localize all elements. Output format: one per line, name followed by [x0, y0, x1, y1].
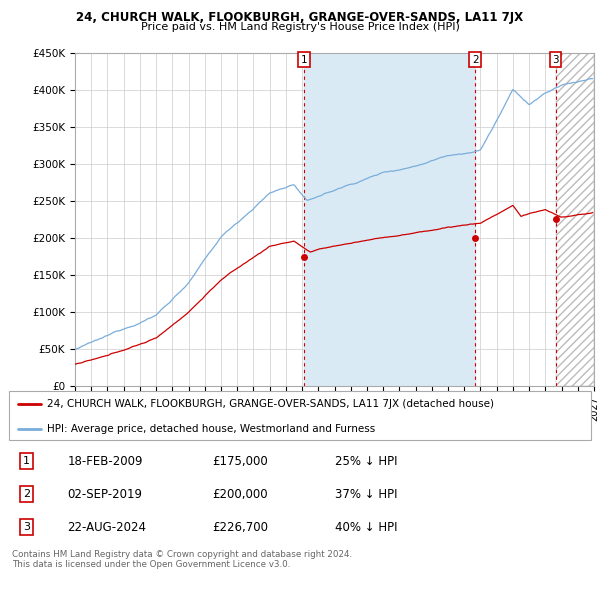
Text: £175,000: £175,000 — [212, 454, 268, 468]
Text: 40% ↓ HPI: 40% ↓ HPI — [335, 520, 397, 534]
Text: 1: 1 — [23, 456, 30, 466]
Text: 3: 3 — [552, 55, 559, 64]
Text: 25% ↓ HPI: 25% ↓ HPI — [335, 454, 397, 468]
Text: Contains HM Land Registry data © Crown copyright and database right 2024.
This d: Contains HM Land Registry data © Crown c… — [12, 550, 352, 569]
Text: 2: 2 — [472, 55, 478, 64]
Text: 3: 3 — [23, 522, 30, 532]
Text: 2: 2 — [23, 489, 30, 499]
Text: Price paid vs. HM Land Registry's House Price Index (HPI): Price paid vs. HM Land Registry's House … — [140, 22, 460, 32]
Text: 02-SEP-2019: 02-SEP-2019 — [67, 487, 142, 501]
Text: 24, CHURCH WALK, FLOOKBURGH, GRANGE-OVER-SANDS, LA11 7JX (detached house): 24, CHURCH WALK, FLOOKBURGH, GRANGE-OVER… — [47, 399, 494, 409]
Text: 24, CHURCH WALK, FLOOKBURGH, GRANGE-OVER-SANDS, LA11 7JX: 24, CHURCH WALK, FLOOKBURGH, GRANGE-OVER… — [76, 11, 524, 24]
Text: £226,700: £226,700 — [212, 520, 269, 534]
Bar — [304, 53, 475, 386]
Text: HPI: Average price, detached house, Westmorland and Furness: HPI: Average price, detached house, West… — [47, 424, 375, 434]
Text: 1: 1 — [301, 55, 307, 64]
Text: 37% ↓ HPI: 37% ↓ HPI — [335, 487, 397, 501]
Text: £200,000: £200,000 — [212, 487, 268, 501]
Bar — [556, 53, 594, 386]
Text: 22-AUG-2024: 22-AUG-2024 — [67, 520, 146, 534]
Text: 18-FEB-2009: 18-FEB-2009 — [67, 454, 143, 468]
